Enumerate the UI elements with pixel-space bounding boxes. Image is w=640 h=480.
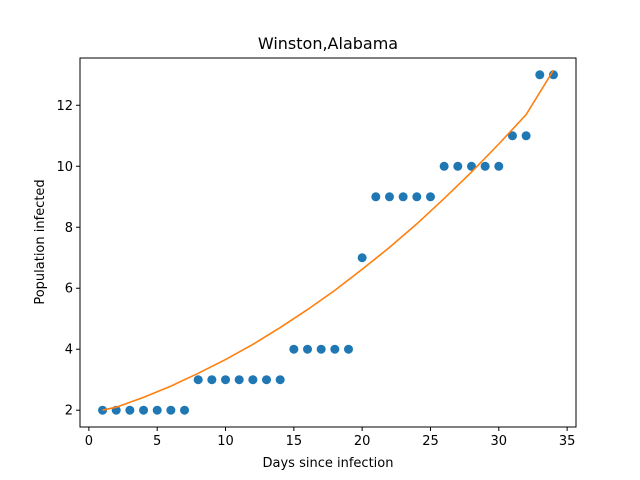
data-point (453, 161, 463, 171)
x-tick-label: 30 (491, 434, 508, 449)
x-tick-label: 15 (286, 434, 303, 449)
data-point (193, 375, 203, 385)
data-point (480, 161, 490, 171)
data-point (152, 405, 162, 415)
data-point (384, 192, 394, 202)
data-point (535, 70, 545, 80)
x-tick-label: 0 (85, 434, 93, 449)
y-axis-label: Population infected (33, 179, 48, 304)
data-point (343, 344, 353, 354)
x-tick-label: 20 (354, 434, 371, 449)
data-point (207, 375, 217, 385)
data-point (234, 375, 244, 385)
data-point (494, 161, 504, 171)
plot-area-frame (79, 57, 577, 428)
y-tick-label: 4 (65, 343, 73, 358)
data-point (166, 405, 176, 415)
data-point (330, 344, 340, 354)
x-axis-label: Days since infection (263, 456, 394, 471)
x-tick-label: 35 (559, 434, 576, 449)
data-point (275, 375, 285, 385)
y-tick-label: 2 (65, 404, 73, 419)
y-tick-label: 12 (56, 99, 73, 114)
y-axis-ticks: 2 4 6 8 10 12 (56, 99, 80, 419)
data-point (371, 192, 381, 202)
data-point (139, 405, 149, 415)
data-point (521, 131, 531, 141)
x-tick-label: 5 (153, 434, 161, 449)
x-tick-label: 10 (217, 434, 234, 449)
chart-title: Winston,Alabama (258, 34, 398, 53)
series-layer (98, 69, 558, 415)
y-tick-label: 8 (65, 221, 73, 236)
data-point (125, 405, 135, 415)
fit-curve-line (102, 69, 555, 411)
data-point (425, 192, 435, 202)
data-point (466, 161, 476, 171)
data-point (180, 405, 190, 415)
data-point (248, 375, 258, 385)
data-point (412, 192, 422, 202)
x-axis-ticks: 0 5 10 15 20 25 30 35 (85, 427, 576, 449)
data-point (439, 161, 449, 171)
data-point (507, 131, 517, 141)
y-tick-label: 10 (56, 160, 73, 175)
data-point (262, 375, 272, 385)
y-tick-label: 6 (65, 282, 73, 297)
data-point (221, 375, 231, 385)
data-point (303, 344, 313, 354)
data-point (357, 253, 367, 263)
data-point (289, 344, 299, 354)
data-point (398, 192, 408, 202)
data-point (316, 344, 326, 354)
x-tick-label: 25 (422, 434, 439, 449)
